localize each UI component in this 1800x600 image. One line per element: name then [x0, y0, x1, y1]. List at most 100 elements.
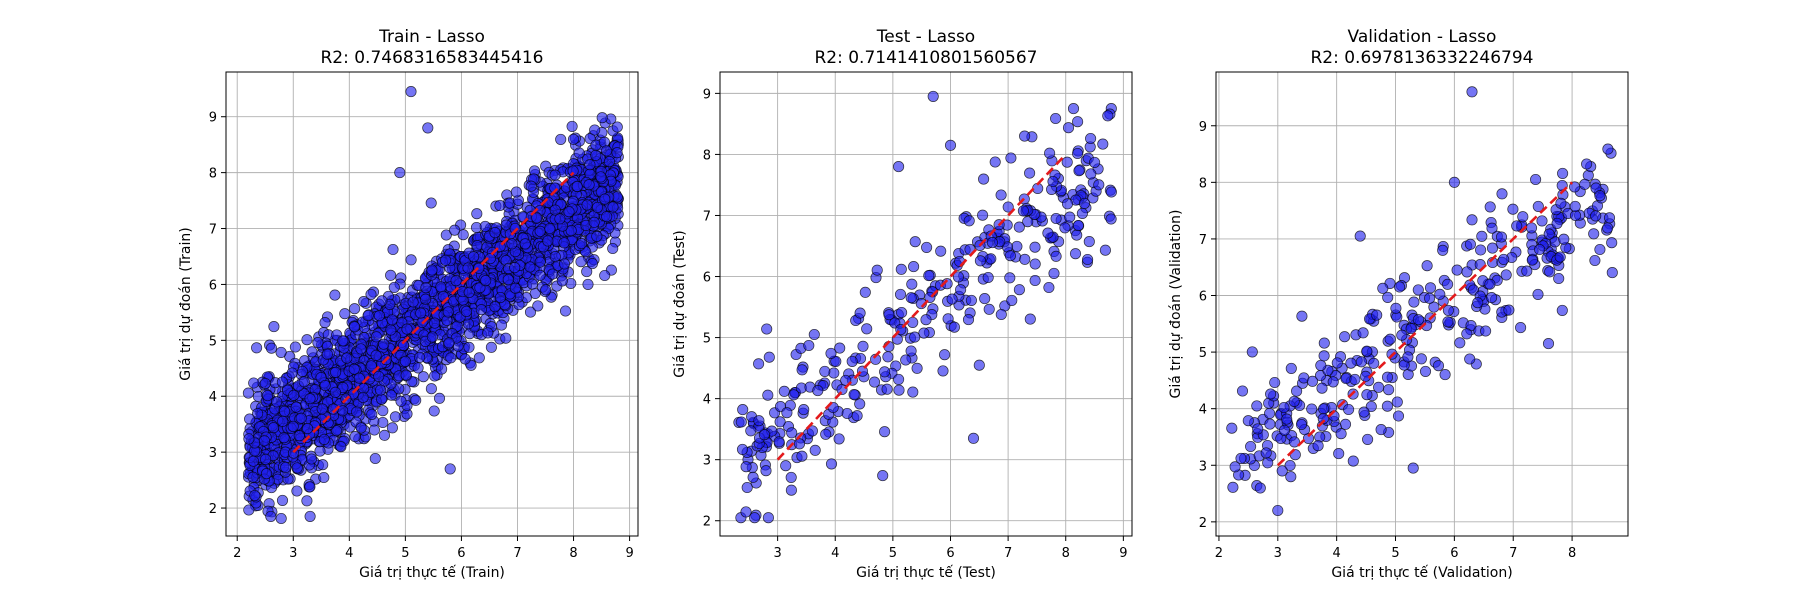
scatter-point	[948, 321, 960, 333]
scatter-point	[920, 314, 932, 326]
scatter-point	[1042, 227, 1054, 239]
scatter-point	[841, 407, 853, 420]
scatter-point	[1276, 465, 1288, 477]
scatter-point	[1254, 482, 1266, 494]
y-tick-label: 7	[703, 209, 711, 224]
scatter-point	[774, 416, 786, 428]
scatter-point	[316, 403, 328, 415]
scatter-point	[304, 481, 316, 493]
scatter-point	[251, 342, 263, 354]
panel-title: Test - Lasso	[876, 27, 975, 47]
scatter-point	[1105, 213, 1117, 225]
scatter-point	[479, 220, 491, 232]
scatter-point	[436, 363, 448, 375]
scatter-point	[1083, 236, 1095, 248]
scatter-point	[575, 256, 587, 268]
scatter-point	[907, 316, 919, 328]
scatter-point	[1029, 241, 1041, 253]
scatter-point	[556, 275, 568, 287]
scatter-point	[962, 314, 975, 326]
scatter-point	[1333, 448, 1345, 460]
scatter-point	[1029, 274, 1041, 287]
scatter-point	[1361, 345, 1373, 357]
scatter-point	[1442, 278, 1454, 290]
y-tick-label: 2	[703, 515, 711, 530]
scatter-point	[819, 365, 831, 377]
scatter-point	[1412, 314, 1424, 326]
scatter-point	[921, 241, 933, 253]
scatter-point	[502, 274, 514, 286]
scatter-point	[607, 201, 619, 213]
scatter-point	[761, 323, 773, 335]
scatter-point	[506, 238, 518, 250]
scatter-point	[321, 348, 333, 360]
scatter-point	[1017, 205, 1029, 217]
scatter-point	[590, 149, 602, 161]
y-tick-label: 4	[209, 390, 217, 405]
scatter-point	[1355, 356, 1367, 368]
scatter-point	[854, 307, 866, 319]
scatter-point	[1500, 269, 1512, 281]
scatter-point	[301, 334, 313, 346]
scatter-point	[760, 465, 772, 477]
scatter-point	[1384, 333, 1396, 345]
scatter-point	[582, 278, 594, 290]
scatter-point	[500, 332, 512, 344]
scatter-point	[463, 286, 475, 298]
scatter-point	[1245, 440, 1257, 453]
scatter-point	[868, 376, 881, 388]
x-axis-label: Giá trị thực tế (Train)	[359, 564, 505, 581]
scatter-point	[1050, 212, 1062, 225]
x-tick-label: 8	[569, 546, 577, 561]
scatter-point	[1466, 86, 1478, 98]
scatter-point	[1048, 267, 1060, 279]
scatter-point	[909, 236, 921, 248]
scatter-point	[778, 385, 790, 397]
scatter-point	[410, 394, 422, 406]
scatter-point	[243, 433, 255, 445]
scatter-point	[318, 471, 330, 484]
scatter-point	[1105, 186, 1117, 198]
scatter-point	[611, 121, 623, 133]
scatter-point	[262, 390, 274, 402]
scatter-point	[558, 237, 570, 249]
scatter-point	[846, 355, 858, 367]
scatter-point	[1335, 428, 1347, 440]
scatter-point	[558, 258, 571, 270]
scatter-point	[1466, 214, 1478, 226]
scatter-point	[1011, 240, 1023, 252]
scatter-point	[611, 147, 623, 159]
scatter-point	[1029, 258, 1041, 270]
scatter-point	[330, 366, 342, 378]
x-tick-label: 5	[401, 546, 409, 561]
x-tick-label: 3	[773, 546, 781, 561]
scatter-point	[312, 337, 324, 349]
scatter-point	[471, 240, 483, 252]
scatter-point	[809, 444, 821, 456]
scatter-point	[1424, 292, 1436, 304]
scatter-point	[1486, 242, 1499, 254]
scatter-point	[440, 229, 452, 241]
scatter-point	[1558, 233, 1570, 245]
scatter-point	[542, 235, 554, 247]
scatter-point	[243, 504, 255, 516]
x-tick-label: 3	[289, 546, 297, 561]
y-tick-label: 8	[703, 148, 711, 163]
scatter-point	[977, 209, 989, 221]
scatter-point	[278, 432, 290, 444]
scatter-point	[1072, 147, 1084, 160]
scatter-point	[965, 294, 977, 306]
scatter-point	[348, 363, 360, 375]
scatter-point	[341, 352, 353, 364]
scatter-point	[763, 351, 775, 363]
scatter-point	[414, 351, 426, 363]
scatter-point	[375, 384, 387, 396]
scatter-point	[1339, 418, 1352, 430]
scatter-point	[291, 485, 303, 497]
scatter-point	[319, 317, 331, 329]
y-tick-label: 5	[1199, 346, 1207, 361]
scatter-point	[265, 342, 278, 354]
scatter-point	[1480, 325, 1492, 337]
scatter-point	[329, 289, 341, 301]
scatter-point	[588, 216, 600, 228]
